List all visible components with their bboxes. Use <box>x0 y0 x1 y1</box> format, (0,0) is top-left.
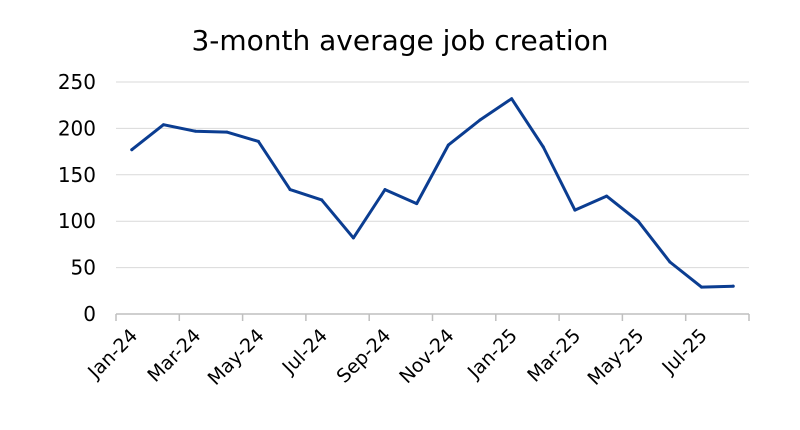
y-tick-label: 0 <box>83 302 96 326</box>
data-point <box>510 97 514 101</box>
x-tick-label: Jul-25 <box>657 325 711 379</box>
x-tick-label: Mar-24 <box>143 325 205 387</box>
data-point <box>256 139 260 143</box>
data-point <box>225 130 229 134</box>
data-point <box>383 188 387 192</box>
y-tick-label: 150 <box>58 163 96 187</box>
data-point <box>605 194 609 198</box>
x-tick-label: Sep-24 <box>332 325 395 388</box>
y-tick-label: 200 <box>58 116 96 140</box>
x-tick-label: Mar-25 <box>523 325 585 387</box>
data-point <box>541 145 545 149</box>
x-tick-label: Jul-24 <box>278 325 332 379</box>
data-point <box>415 202 419 206</box>
x-tick-label: May-25 <box>583 325 648 390</box>
data-point <box>161 123 165 127</box>
series-line <box>130 97 735 289</box>
data-point <box>351 236 355 240</box>
data-point <box>288 188 292 192</box>
data-point <box>636 219 640 223</box>
data-point <box>573 208 577 212</box>
data-point <box>700 285 704 289</box>
data-point <box>130 148 134 152</box>
y-tick-label: 50 <box>71 256 96 280</box>
data-point <box>446 143 450 147</box>
x-tick-label: Jan-25 <box>463 325 522 384</box>
x-tick-label: Jan-24 <box>83 325 142 384</box>
x-tick-label: May-24 <box>204 325 269 390</box>
chart-title: 3-month average job creation <box>191 24 609 57</box>
data-point <box>668 260 672 264</box>
data-point <box>320 198 324 202</box>
data-point <box>478 118 482 122</box>
x-tick-label: Nov-24 <box>395 325 458 388</box>
y-tick-label: 250 <box>58 70 96 94</box>
y-tick-label: 100 <box>58 209 96 233</box>
data-point <box>193 129 197 133</box>
data-point <box>731 284 735 288</box>
